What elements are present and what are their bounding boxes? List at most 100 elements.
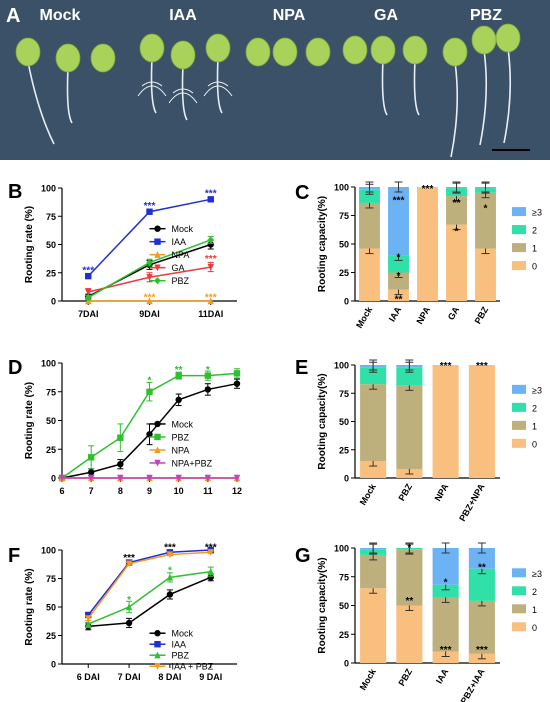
stacked-bar-segment [359,202,380,249]
y-tick-label: 100 [334,361,349,371]
y-axis-label: Rooting rate (%) [24,382,35,459]
significance-mark: * [397,253,401,264]
y-tick-label: 50 [46,416,56,426]
root-line [27,61,55,145]
significance-mark: ** [175,365,183,376]
y-tick-label: 25 [46,268,56,278]
stacked-bar-segment [468,600,495,654]
seedling-leaf [442,37,468,67]
x-tick-label: 6 [59,486,64,496]
y-tick-label: 25 [339,445,349,455]
data-point [166,591,174,598]
data-point [146,388,153,395]
data-point [146,208,153,215]
data-point [154,250,161,258]
photo-label-mock: Mock [40,7,81,24]
data-point [154,651,161,659]
root-line [181,64,188,121]
root-line [150,57,157,114]
stacked-bar-segment [396,367,423,386]
data-point [204,474,212,482]
data-point [175,474,182,482]
legend-label: 0 [532,439,537,449]
data-point [207,196,214,203]
seedling-leaf [55,43,81,73]
data-point [146,258,153,267]
legend-swatch [512,261,526,271]
significance-mark: * [444,577,448,588]
stacked-bar-segment [475,192,496,249]
panel-letter-c: C [295,182,309,204]
data-point [175,396,182,403]
data-point [233,380,241,387]
significance-mark: *** [144,293,156,304]
data-point [117,434,124,441]
significance-mark: ** [453,198,461,209]
y-tick-label: 0 [51,660,56,670]
photo-label-pbz: PBZ [470,7,502,24]
stacked-bar-segment [359,189,380,203]
stacked-bar-segment [360,384,387,462]
data-point [175,372,182,379]
seedling-leaf [90,43,116,73]
stacked-bar-segment [396,605,423,663]
seedling-leaf [305,37,331,67]
y-tick-label: 0 [344,659,349,669]
data-point [166,573,174,581]
seedling-leaf [139,33,165,63]
root-line [503,47,512,144]
x-tick-label: PBZ [396,667,414,688]
series-line [87,570,211,625]
seedling-photo-panel: A Mock IAA NPA GA PBZ [0,0,550,160]
root-line [66,67,73,124]
y-axis-label: Rooting capacity(%) [317,196,328,292]
legend-label: ≥3 [532,208,542,218]
legend-label: 0 [532,262,537,272]
data-point [154,641,161,648]
root-branch [203,81,233,97]
y-tick-label: 25 [46,445,56,455]
seedling-group [15,23,521,158]
legend-label: Mock [172,629,194,639]
stacked-bar-segment [468,365,495,478]
significance-mark: * [148,375,152,386]
y-tick-label: 100 [41,184,56,194]
y-tick-label: 50 [339,240,349,250]
stacked-bar-segment [360,554,387,589]
significance-mark: *** [205,189,217,200]
data-point [85,611,92,619]
x-tick-label: IAA [434,667,451,686]
series-line [87,549,211,616]
seedling-leaf [15,37,41,67]
stacked-bar-segment [396,549,423,606]
data-point [58,474,66,482]
significance-mark: * [455,226,459,237]
y-tick-label: 50 [46,603,56,613]
data-point [154,420,161,428]
stacked-bar-segment [446,224,467,301]
y-tick-label: 75 [339,572,349,582]
data-point [166,551,174,559]
legend-swatch [512,622,526,632]
y-tick-label: 100 [41,546,56,556]
x-tick-label: Mock [354,304,375,330]
significance-mark: ** [395,295,403,306]
stacked-bar-segment [388,255,409,273]
legend-swatch [512,225,526,235]
x-tick-label: Mock [358,481,379,507]
y-tick-label: 25 [339,630,349,640]
legend-label: ≥3 [532,569,542,579]
y-axis-label: Rooting capacity(%) [317,373,328,469]
data-point [154,663,161,670]
y-tick-label: 75 [339,389,349,399]
photo-background [0,0,550,160]
legend-label: GA [172,263,185,273]
y-tick-label: 0 [51,474,56,484]
panel-letter-d: D [8,357,22,379]
panel-letter-b: B [8,181,22,203]
x-tick-label: 6 DAI [77,672,100,682]
significance-mark: *** [476,361,488,372]
y-tick-label: 100 [41,359,56,369]
legend-swatch [512,568,526,578]
legend-label: PBZ [172,651,190,661]
